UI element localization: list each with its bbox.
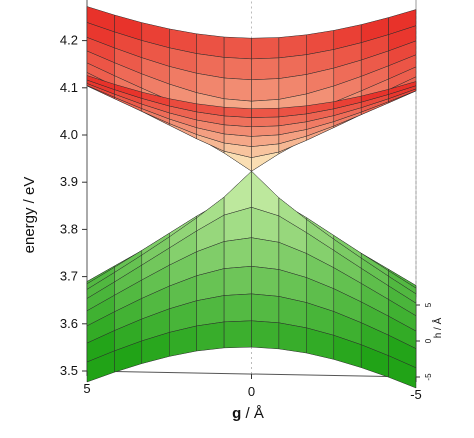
z-tick-label: 3.8 <box>60 221 78 236</box>
upper-surface <box>86 6 417 172</box>
g-axis-label: g / Å <box>232 405 264 422</box>
g-tick-label: 0 <box>248 384 255 399</box>
z-tick-label: 3.5 <box>60 363 78 378</box>
surf-upper-cell <box>223 106 252 118</box>
surf-upper-cell <box>251 78 280 102</box>
z-tick-label: 4.1 <box>60 80 78 95</box>
surf-lower-cell <box>251 237 280 270</box>
h-tick-label: 0 <box>424 338 433 343</box>
h-tick-label: -5 <box>424 373 433 381</box>
g-tick-label: -5 <box>410 387 422 402</box>
z-axis-label: energy / eV <box>21 177 38 254</box>
surf-upper-cell <box>223 57 252 81</box>
surf-upper-cell <box>196 33 225 58</box>
h-tick-label: 5 <box>424 302 433 307</box>
z-axis-ticks: 3.5 3.6 3.7 3.8 3.9 4.0 4.1 4.2 <box>60 33 87 378</box>
surf-upper-cell <box>223 77 252 102</box>
surf-upper-cell <box>251 116 280 128</box>
h-axis-label: h / Å <box>431 317 444 338</box>
surf-lower-cell <box>196 321 225 352</box>
surf-lower-cell <box>223 237 252 269</box>
g-tick-label: 5 <box>83 381 90 396</box>
lower-surface <box>86 170 417 389</box>
surf-lower-cell <box>223 293 252 323</box>
surf-lower-cell <box>251 320 280 350</box>
surf-upper-cell <box>251 37 280 60</box>
z-tick-label: 3.7 <box>60 269 78 284</box>
surf-upper-cell <box>251 107 280 118</box>
surf-lower-cell <box>278 322 307 354</box>
surf-upper-cell <box>278 34 307 59</box>
surf-upper-cell <box>388 81 417 95</box>
surf-lower-cell <box>251 266 280 297</box>
z-tick-label: 3.9 <box>60 174 78 189</box>
surf-upper-cell <box>223 36 252 60</box>
g-axis-ticks: 5 0 -5 <box>83 371 422 402</box>
surf-lower-cell <box>388 355 417 389</box>
surf-upper-cell <box>251 57 280 81</box>
surf-lower-cell <box>196 295 225 327</box>
z-tick-label: 3.6 <box>60 316 78 331</box>
z-tick-label: 4.0 <box>60 127 78 142</box>
g-axis-label-symbol: g <box>232 405 241 422</box>
g-axis-label-unit: / Å <box>241 405 264 422</box>
surf-upper-cell <box>251 125 280 137</box>
surf-lower-cell <box>223 266 252 296</box>
h-axis-ticks: 5 0 -5 <box>416 302 433 381</box>
surf-lower-cell <box>223 320 252 349</box>
surf-lower-cell <box>251 293 280 324</box>
z-tick-label: 4.2 <box>60 33 78 48</box>
